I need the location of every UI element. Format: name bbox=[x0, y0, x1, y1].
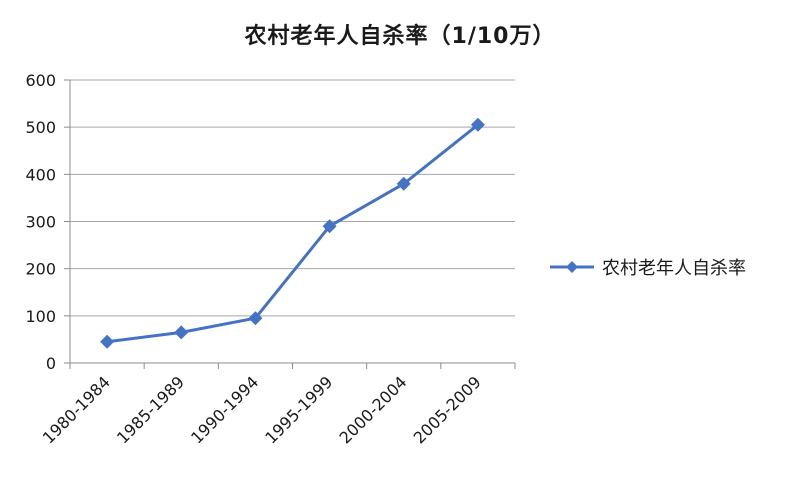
legend-label: 农村老年人自杀率 bbox=[602, 258, 746, 279]
x-tick-label: 1980-1984 bbox=[39, 372, 114, 447]
data-point bbox=[248, 311, 263, 326]
data-point bbox=[100, 334, 115, 349]
y-tick-label: 400 bbox=[25, 165, 56, 184]
y-tick-label: 100 bbox=[25, 307, 56, 326]
y-tick-label: 0 bbox=[46, 354, 56, 373]
y-tick-labels: 0 100 200 300 400 500 600 bbox=[25, 71, 70, 373]
gridlines bbox=[70, 79, 515, 317]
chart-title: 农村老年人自杀率（1/10万） bbox=[244, 24, 556, 49]
data-point bbox=[174, 325, 189, 340]
x-tick-label: 1985-1989 bbox=[113, 372, 188, 447]
data-point bbox=[470, 117, 485, 132]
data-point bbox=[396, 176, 411, 191]
y-tick-label: 200 bbox=[25, 260, 56, 279]
y-tick-label: 500 bbox=[25, 118, 56, 137]
data-point bbox=[322, 219, 337, 234]
x-tick-label: 2000-2004 bbox=[335, 372, 410, 447]
x-tick-label: 1990-1994 bbox=[187, 372, 262, 447]
x-tick-labels: 1980-1984 1985-1989 1990-1994 1995-1999 2000… bbox=[39, 372, 485, 447]
x-axis bbox=[69, 80, 516, 369]
legend-marker bbox=[550, 261, 594, 273]
y-tick-label: 600 bbox=[25, 71, 56, 90]
series-layer bbox=[100, 117, 485, 349]
series-line bbox=[106, 123, 479, 344]
legend: 农村老年人自杀率 bbox=[548, 254, 746, 280]
x-tick-label: 2005-2009 bbox=[410, 372, 485, 447]
x-tick-label: 1995-1999 bbox=[261, 372, 336, 447]
y-tick-label: 300 bbox=[25, 213, 56, 232]
